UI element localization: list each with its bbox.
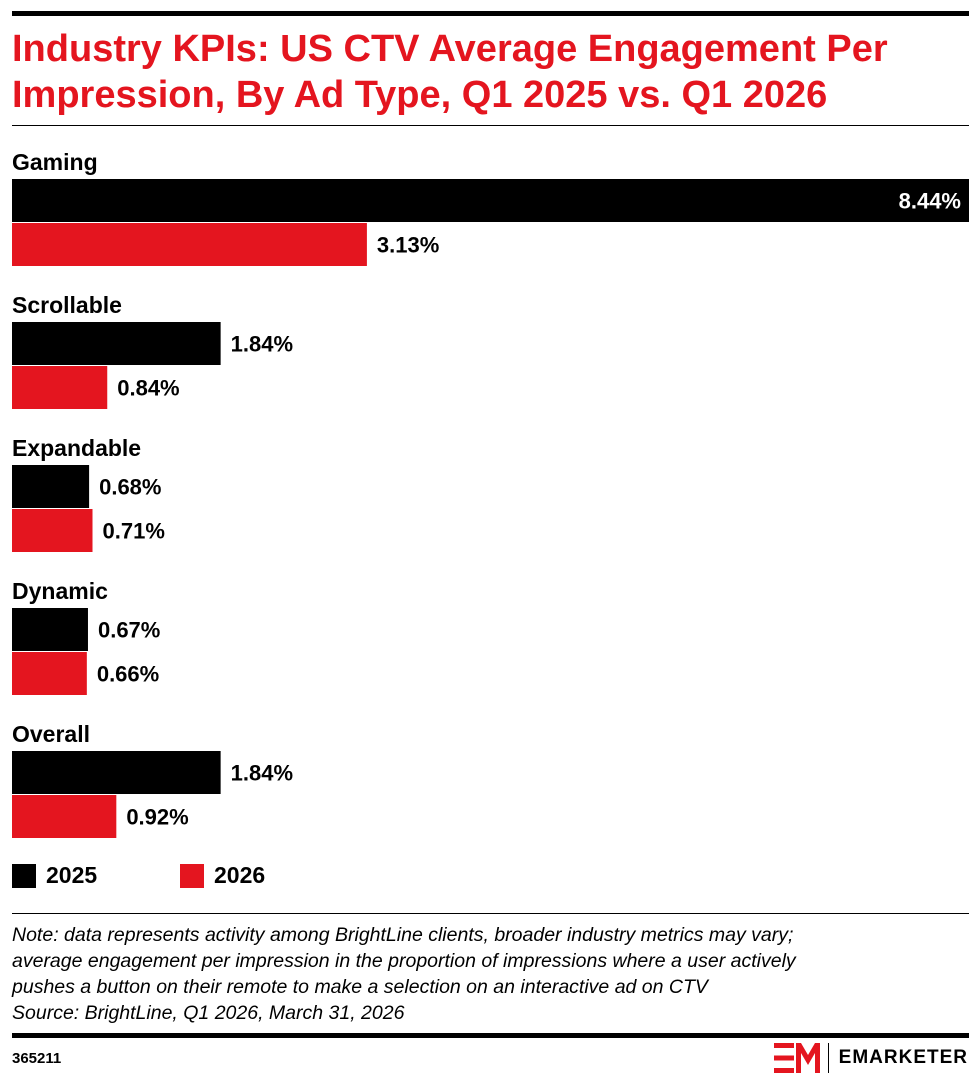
data-label-2026: 0.84% — [117, 376, 179, 401]
top-rule — [12, 11, 969, 16]
bar-2026 — [12, 795, 117, 838]
bar-2025 — [12, 751, 221, 794]
data-label-2026: 0.66% — [97, 662, 159, 687]
note-line: Note: data represents activity among Bri… — [12, 924, 794, 946]
note-line: pushes a button on their remote to make … — [12, 976, 708, 998]
brand-divider — [827, 1043, 829, 1073]
brand-logo: EMARKETER — [773, 1043, 968, 1073]
note-divider — [12, 913, 969, 914]
bar-2026 — [12, 223, 367, 266]
bar-2026 — [12, 509, 93, 552]
data-label-2025: 1.84% — [231, 332, 293, 357]
title-divider — [12, 125, 969, 126]
category-label: Expandable — [12, 435, 141, 461]
data-label-2025: 1.84% — [231, 761, 293, 786]
data-label-2026: 0.71% — [103, 519, 165, 544]
legend-swatch-2026 — [180, 863, 204, 888]
data-label-2025: 8.44% — [899, 189, 961, 214]
legend-label-2026: 2026 — [214, 862, 266, 888]
chart-id: 365211 — [12, 1050, 62, 1067]
bar-2026 — [12, 366, 108, 409]
category-label: Scrollable — [12, 292, 122, 318]
legend-label-2025: 2025 — [46, 862, 98, 888]
bar-2026 — [12, 652, 87, 695]
bar-2025 — [12, 322, 221, 365]
legend-swatch-2025 — [12, 863, 36, 888]
bar-2025 — [12, 179, 969, 222]
category-label: Gaming — [12, 149, 98, 175]
bar-2025 — [12, 465, 90, 508]
legend-item-2025: 2025 — [12, 862, 97, 889]
em-logo-icon — [773, 1043, 820, 1073]
data-label-2026: 3.13% — [377, 233, 439, 258]
data-label-2025: 0.68% — [99, 475, 161, 500]
legend-item-2026: 2026 — [180, 862, 265, 889]
footer-rule — [12, 1033, 969, 1038]
note-line: average engagement per impression in the… — [12, 950, 796, 972]
bar-chart: Gaming 8.44% 3.13% Scrollable 1.84% 0.84% Expa… — [12, 149, 969, 838]
source-line: Source: BrightLine, Q1 2026, March 31, 2… — [12, 1002, 405, 1024]
category-label: Dynamic — [12, 578, 108, 604]
brand-name: EMARKETER — [838, 1047, 968, 1068]
data-label-2025: 0.67% — [98, 618, 160, 643]
bar-2025 — [12, 608, 88, 651]
chart-note: Note: data represents activity among Bri… — [12, 922, 972, 1026]
data-label-2026: 0.92% — [126, 805, 188, 830]
category-label: Overall — [12, 721, 90, 747]
chart-title: Industry KPIs: US CTV Average Engagement… — [12, 28, 888, 116]
